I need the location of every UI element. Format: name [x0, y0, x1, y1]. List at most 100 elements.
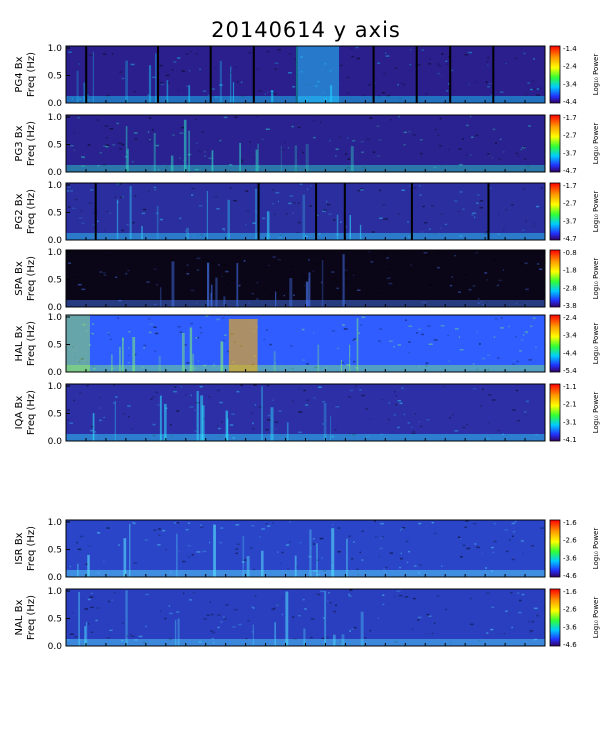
spectrogram-speckle	[402, 527, 406, 529]
spectrogram-speckle	[343, 328, 348, 330]
spectrogram-speckle	[155, 144, 159, 147]
spectrogram-speckle	[233, 199, 237, 202]
spectrogram-speckle	[158, 534, 161, 536]
spectrogram-speckle	[418, 522, 422, 525]
spectrogram-speckle	[468, 83, 470, 86]
power-burst	[76, 70, 79, 103]
spectrogram-speckle	[318, 233, 321, 235]
colorbar-tick-label: -4.4	[563, 98, 577, 106]
spectrogram-speckle	[472, 363, 475, 365]
spectrogram-speckle	[505, 610, 508, 612]
spectrogram-speckle	[302, 359, 305, 361]
spectrogram-speckle	[234, 116, 238, 119]
spectrogram-speckle	[411, 628, 414, 630]
spectrogram-speckle	[439, 117, 442, 120]
spectrogram-speckle	[473, 522, 477, 525]
spectrogram-speckle	[283, 294, 285, 297]
power-burst	[223, 296, 226, 307]
power-burst	[261, 550, 264, 577]
spectrogram-speckle	[531, 620, 534, 623]
y-tick-label: 1.0	[48, 313, 63, 323]
colorbar-tick-label: -2.7	[563, 132, 577, 140]
spectrogram-speckle	[79, 392, 83, 394]
spectrogram-speckle	[448, 83, 450, 85]
spectrogram-speckle	[138, 635, 143, 638]
spectrogram-speckle	[67, 186, 71, 188]
spectrogram-speckle	[194, 168, 199, 171]
spectrogram-speckle	[487, 368, 490, 371]
spectrogram-speckle	[240, 81, 243, 84]
spectrogram-speckle	[99, 396, 101, 399]
spectrogram-speckle	[179, 132, 184, 134]
spectrogram-speckle	[71, 207, 76, 210]
spectrogram-speckle	[395, 395, 397, 397]
low-frequency-band	[66, 365, 545, 372]
spectrogram-speckle	[527, 82, 530, 84]
spectrogram-speckle	[90, 189, 94, 191]
power-burst	[331, 528, 335, 577]
spectrogram-speckle	[331, 435, 334, 438]
y-tick-label: 1.0	[48, 113, 63, 123]
spectrogram-speckle	[459, 349, 464, 351]
spectrogram-speckle	[73, 149, 75, 151]
spectrogram-speckle	[134, 195, 137, 197]
spectrogram-speckle	[274, 68, 277, 70]
power-burst	[207, 262, 210, 307]
spectrogram-speckle	[173, 522, 176, 524]
spectrogram-speckle	[204, 151, 206, 153]
spectrogram-speckle	[126, 224, 129, 226]
spectrogram-speckle	[173, 390, 177, 393]
spectrogram-speckle	[265, 128, 270, 130]
spectrogram-speckle	[525, 303, 527, 305]
power-burst	[255, 149, 258, 172]
spectrogram-speckle	[89, 429, 93, 432]
spectrogram-speckle	[77, 548, 82, 551]
spectrogram-speckle	[179, 157, 181, 159]
colorbar-tick-label: -4.6	[563, 641, 577, 649]
spectrogram-speckle	[313, 332, 315, 334]
spectrogram-speckle	[211, 637, 214, 640]
spectrogram-speckle	[441, 565, 443, 567]
power-burst	[349, 344, 351, 372]
power-burst	[349, 215, 351, 240]
power-burst	[295, 46, 340, 103]
spectrogram-speckle	[281, 613, 284, 616]
spectrogram-speckle	[511, 626, 513, 629]
spectrogram-speckle	[277, 200, 279, 203]
spectrogram-speckle	[470, 597, 472, 600]
spectrogram-speckle	[290, 266, 294, 268]
spectrogram-speckle	[263, 338, 266, 341]
spectrogram-speckle	[77, 283, 82, 286]
spectrogram-speckle	[460, 556, 463, 558]
spectrogram-speckle	[321, 557, 323, 559]
spectrogram-speckle	[383, 253, 388, 255]
spectrogram-speckle	[187, 522, 191, 524]
spectrogram-speckle	[133, 562, 137, 564]
spectrogram-speckle	[490, 628, 494, 631]
spectrogram-speckle	[393, 414, 397, 416]
spectrogram-speckle	[281, 149, 285, 151]
spectrogram-speckle	[412, 134, 416, 136]
power-burst	[111, 354, 113, 372]
spectrogram-speckle	[304, 404, 309, 406]
spectrogram-speckle	[113, 592, 116, 594]
spectrogram-speckle	[479, 200, 484, 202]
spectrogram-speckle	[501, 317, 503, 319]
power-burst	[294, 555, 297, 577]
spectrogram-speckle	[522, 229, 525, 232]
spectrogram-speckle	[321, 637, 325, 640]
spectrogram-speckle	[190, 394, 192, 397]
spectrogram-speckle	[486, 632, 489, 634]
spectrogram-speckle	[191, 194, 194, 196]
spectrogram-speckle	[301, 277, 306, 279]
spectrogram-speckle	[450, 69, 454, 72]
spectrogram-speckle	[459, 235, 463, 237]
spectrogram-speckle	[208, 396, 211, 398]
colorbar-tick-label: -1.7	[563, 182, 577, 190]
spectrogram-speckle	[381, 92, 386, 94]
spectrogram-speckle	[394, 641, 398, 643]
spectrogram-speckle	[445, 608, 447, 611]
spectrogram-speckle	[103, 560, 105, 563]
spectrogram-speckle	[92, 224, 95, 226]
spectrogram-speckle	[304, 284, 306, 287]
